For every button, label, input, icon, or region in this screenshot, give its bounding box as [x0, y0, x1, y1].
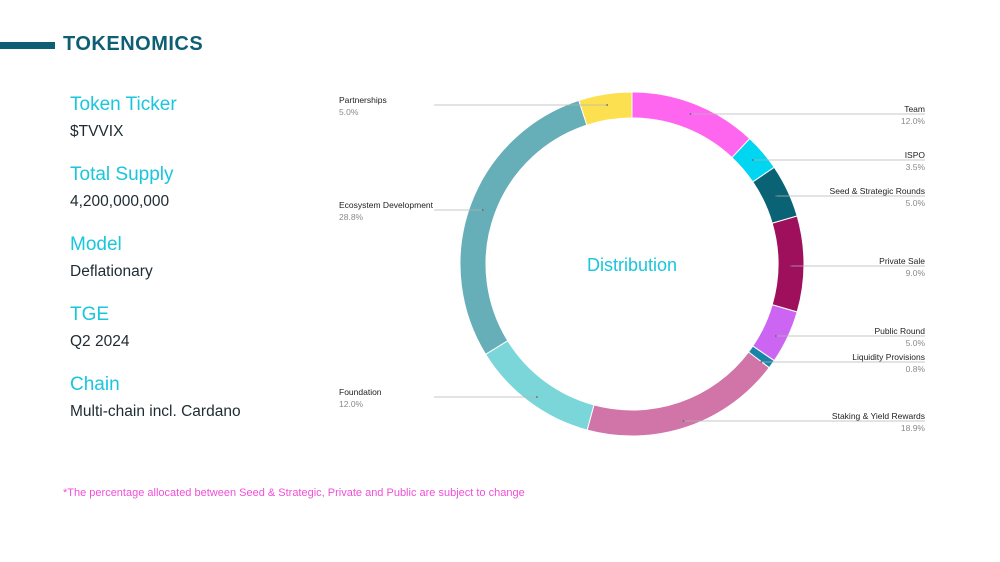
slice-label-percent: 3.5%: [906, 162, 926, 172]
leader-dot: [760, 361, 763, 363]
fact-value: Multi-chain incl. Cardano: [70, 403, 241, 420]
slice-partnerships: [578, 91, 633, 126]
slice-label-name: Public Round: [874, 326, 925, 336]
fact-token-ticker: Token Ticker $TVVIX: [70, 92, 350, 162]
slice-staking-yield-rewards: [586, 351, 770, 437]
fact-tge: TGE Q2 2024: [70, 302, 350, 372]
title-accent-bar: [0, 42, 55, 49]
leader-dot: [790, 265, 792, 267]
slice-label-percent: 12.0%: [339, 399, 364, 409]
slice-labels: Team 12.0% ISPO 3.5% Seed & Strategic Rounds…: [339, 95, 925, 433]
slice-label-name: Team: [904, 104, 925, 114]
fact-model: Model Deflationary: [70, 232, 350, 302]
slice-foundation: [484, 339, 595, 431]
token-facts: Token Ticker $TVVIX Total Supply 4,200,0…: [70, 92, 350, 442]
slice-label-name: Foundation: [339, 387, 382, 397]
slice-label-percent: 5.0%: [906, 198, 926, 208]
slice-label-percent: 9.0%: [906, 268, 926, 278]
slice-label-name: Partnerships: [339, 95, 387, 105]
chart-center-title: Distribution: [587, 255, 677, 275]
leader-dot: [536, 396, 538, 398]
fact-total-supply: Total Supply 4,200,000,000: [70, 162, 350, 232]
leader-dot: [481, 209, 484, 211]
leader-dot: [774, 195, 777, 197]
slice-label-name: Seed & Strategic Rounds: [830, 186, 925, 196]
slice-label-name: Liquidity Provisions: [852, 352, 925, 362]
fact-label: Model: [70, 234, 122, 255]
fact-chain: Chain Multi-chain incl. Cardano: [70, 372, 350, 442]
fact-label: Token Ticker: [70, 94, 177, 115]
leader-dot: [774, 335, 777, 337]
leader-dot: [689, 113, 692, 115]
fact-label: Chain: [70, 374, 120, 395]
slice-label-percent: 18.9%: [901, 423, 926, 433]
leader-dot: [752, 159, 754, 161]
page-title: TOKENOMICS: [63, 33, 204, 55]
slice-private-sale: [771, 215, 805, 313]
slice-label-percent: 28.8%: [339, 212, 364, 222]
slice-team: [631, 91, 751, 159]
slice-label-name: ISPO: [905, 150, 926, 160]
fact-label: TGE: [70, 304, 110, 325]
leader-dot: [682, 420, 685, 422]
slice-label-name: Private Sale: [879, 256, 925, 266]
slice-ecosystem-development: [459, 99, 588, 356]
fact-label: Total Supply: [70, 164, 174, 185]
slice-label-percent: 0.8%: [906, 364, 926, 374]
donut-slices: [459, 91, 805, 437]
fact-value: $TVVIX: [70, 123, 124, 140]
slice-label-percent: 5.0%: [339, 107, 359, 117]
fact-value: 4,200,000,000: [70, 193, 170, 210]
slice-label-name: Ecosystem Development: [339, 200, 434, 210]
fact-value: Deflationary: [70, 263, 153, 280]
footnote: *The percentage allocated between Seed &…: [63, 487, 525, 499]
fact-value: Q2 2024: [70, 333, 130, 350]
slice-label-name: Staking & Yield Rewards: [832, 411, 925, 421]
leader-dot: [606, 104, 609, 106]
slice-label-percent: 5.0%: [906, 338, 926, 348]
slice-label-percent: 12.0%: [901, 116, 926, 126]
